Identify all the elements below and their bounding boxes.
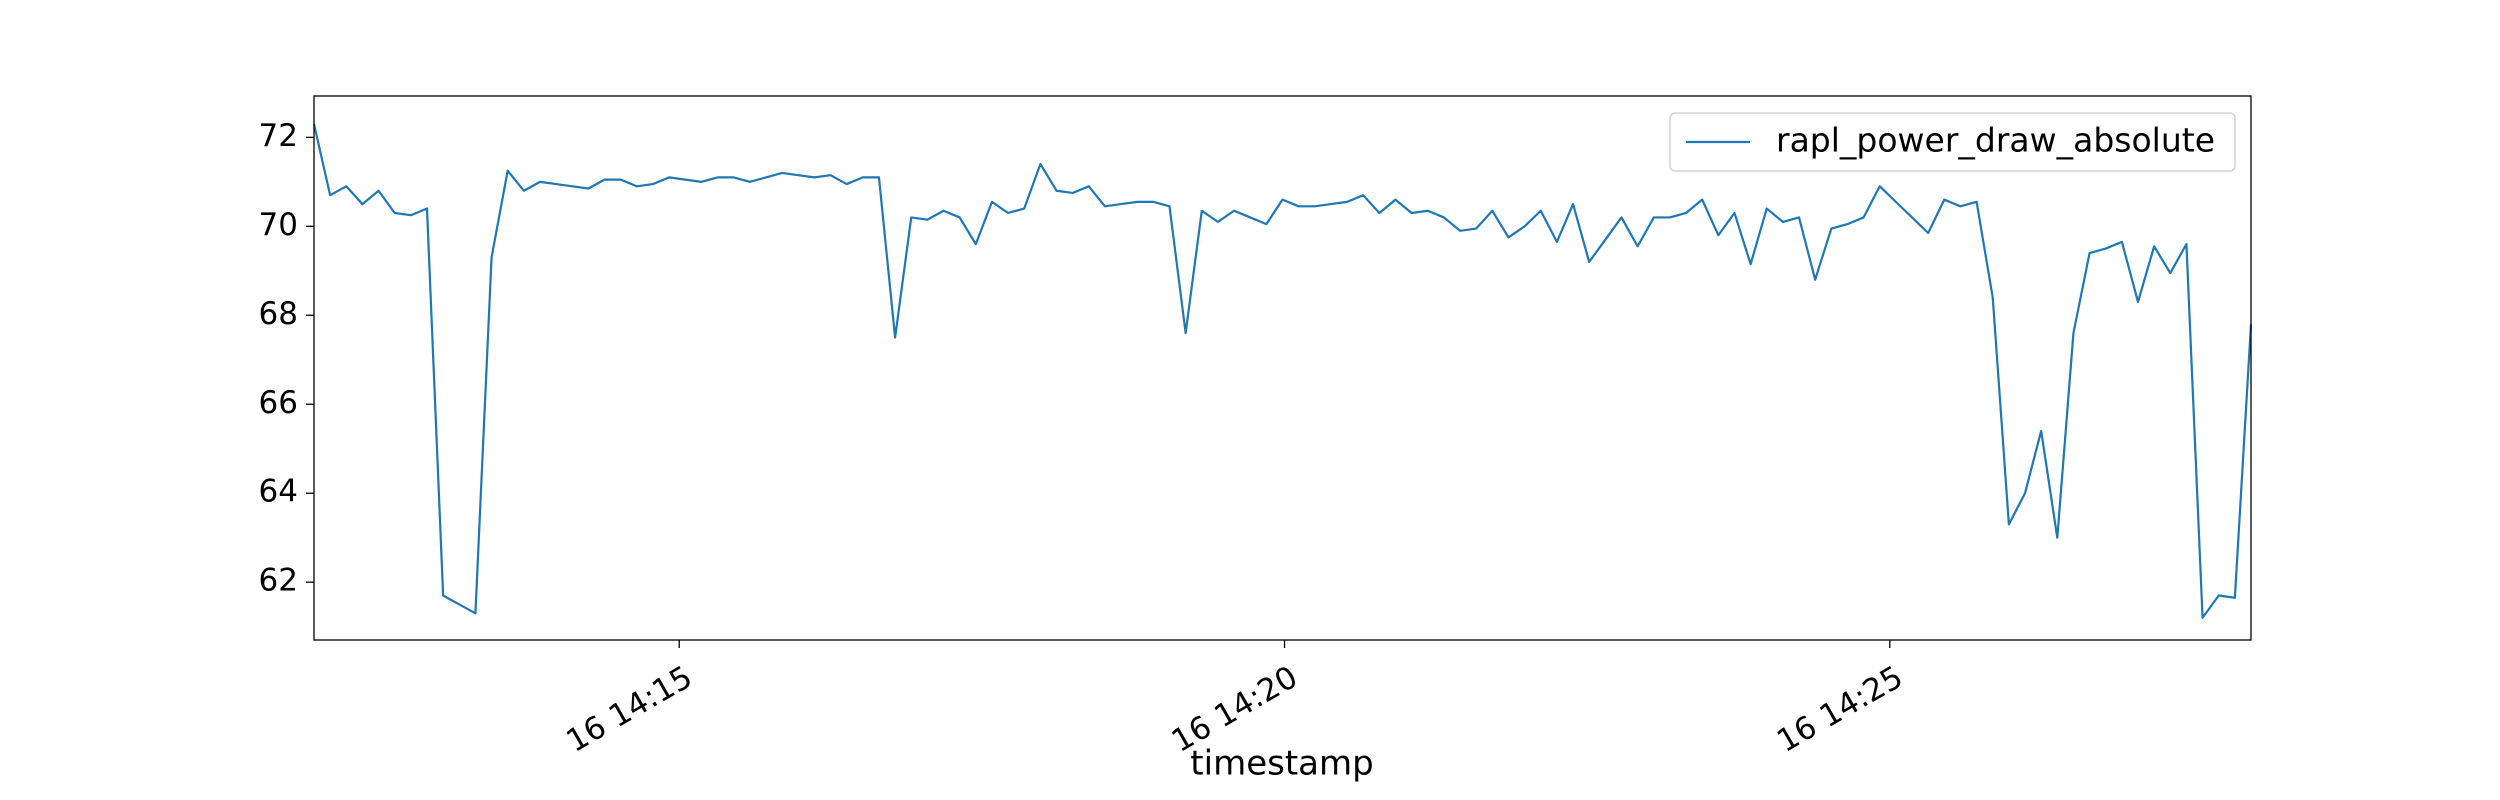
data-line [312,123,2253,619]
y-tick-label: 68 [259,296,298,332]
plot-frame [313,95,2252,641]
y-tick-label: 62 [259,563,298,599]
x-tick-label: 16 14:25 [1771,659,1909,759]
y-tick-label: 64 [259,474,298,510]
y-tick-label: 70 [259,207,298,243]
x-axis-label: timestamp [1190,744,1373,784]
x-tick-label: 16 14:15 [560,659,698,759]
legend-box [1669,112,2236,172]
legend-label: rapl_power_draw_absolute [1776,121,2215,160]
y-tick-label: 66 [259,385,298,421]
y-tick-label: 72 [259,118,298,154]
